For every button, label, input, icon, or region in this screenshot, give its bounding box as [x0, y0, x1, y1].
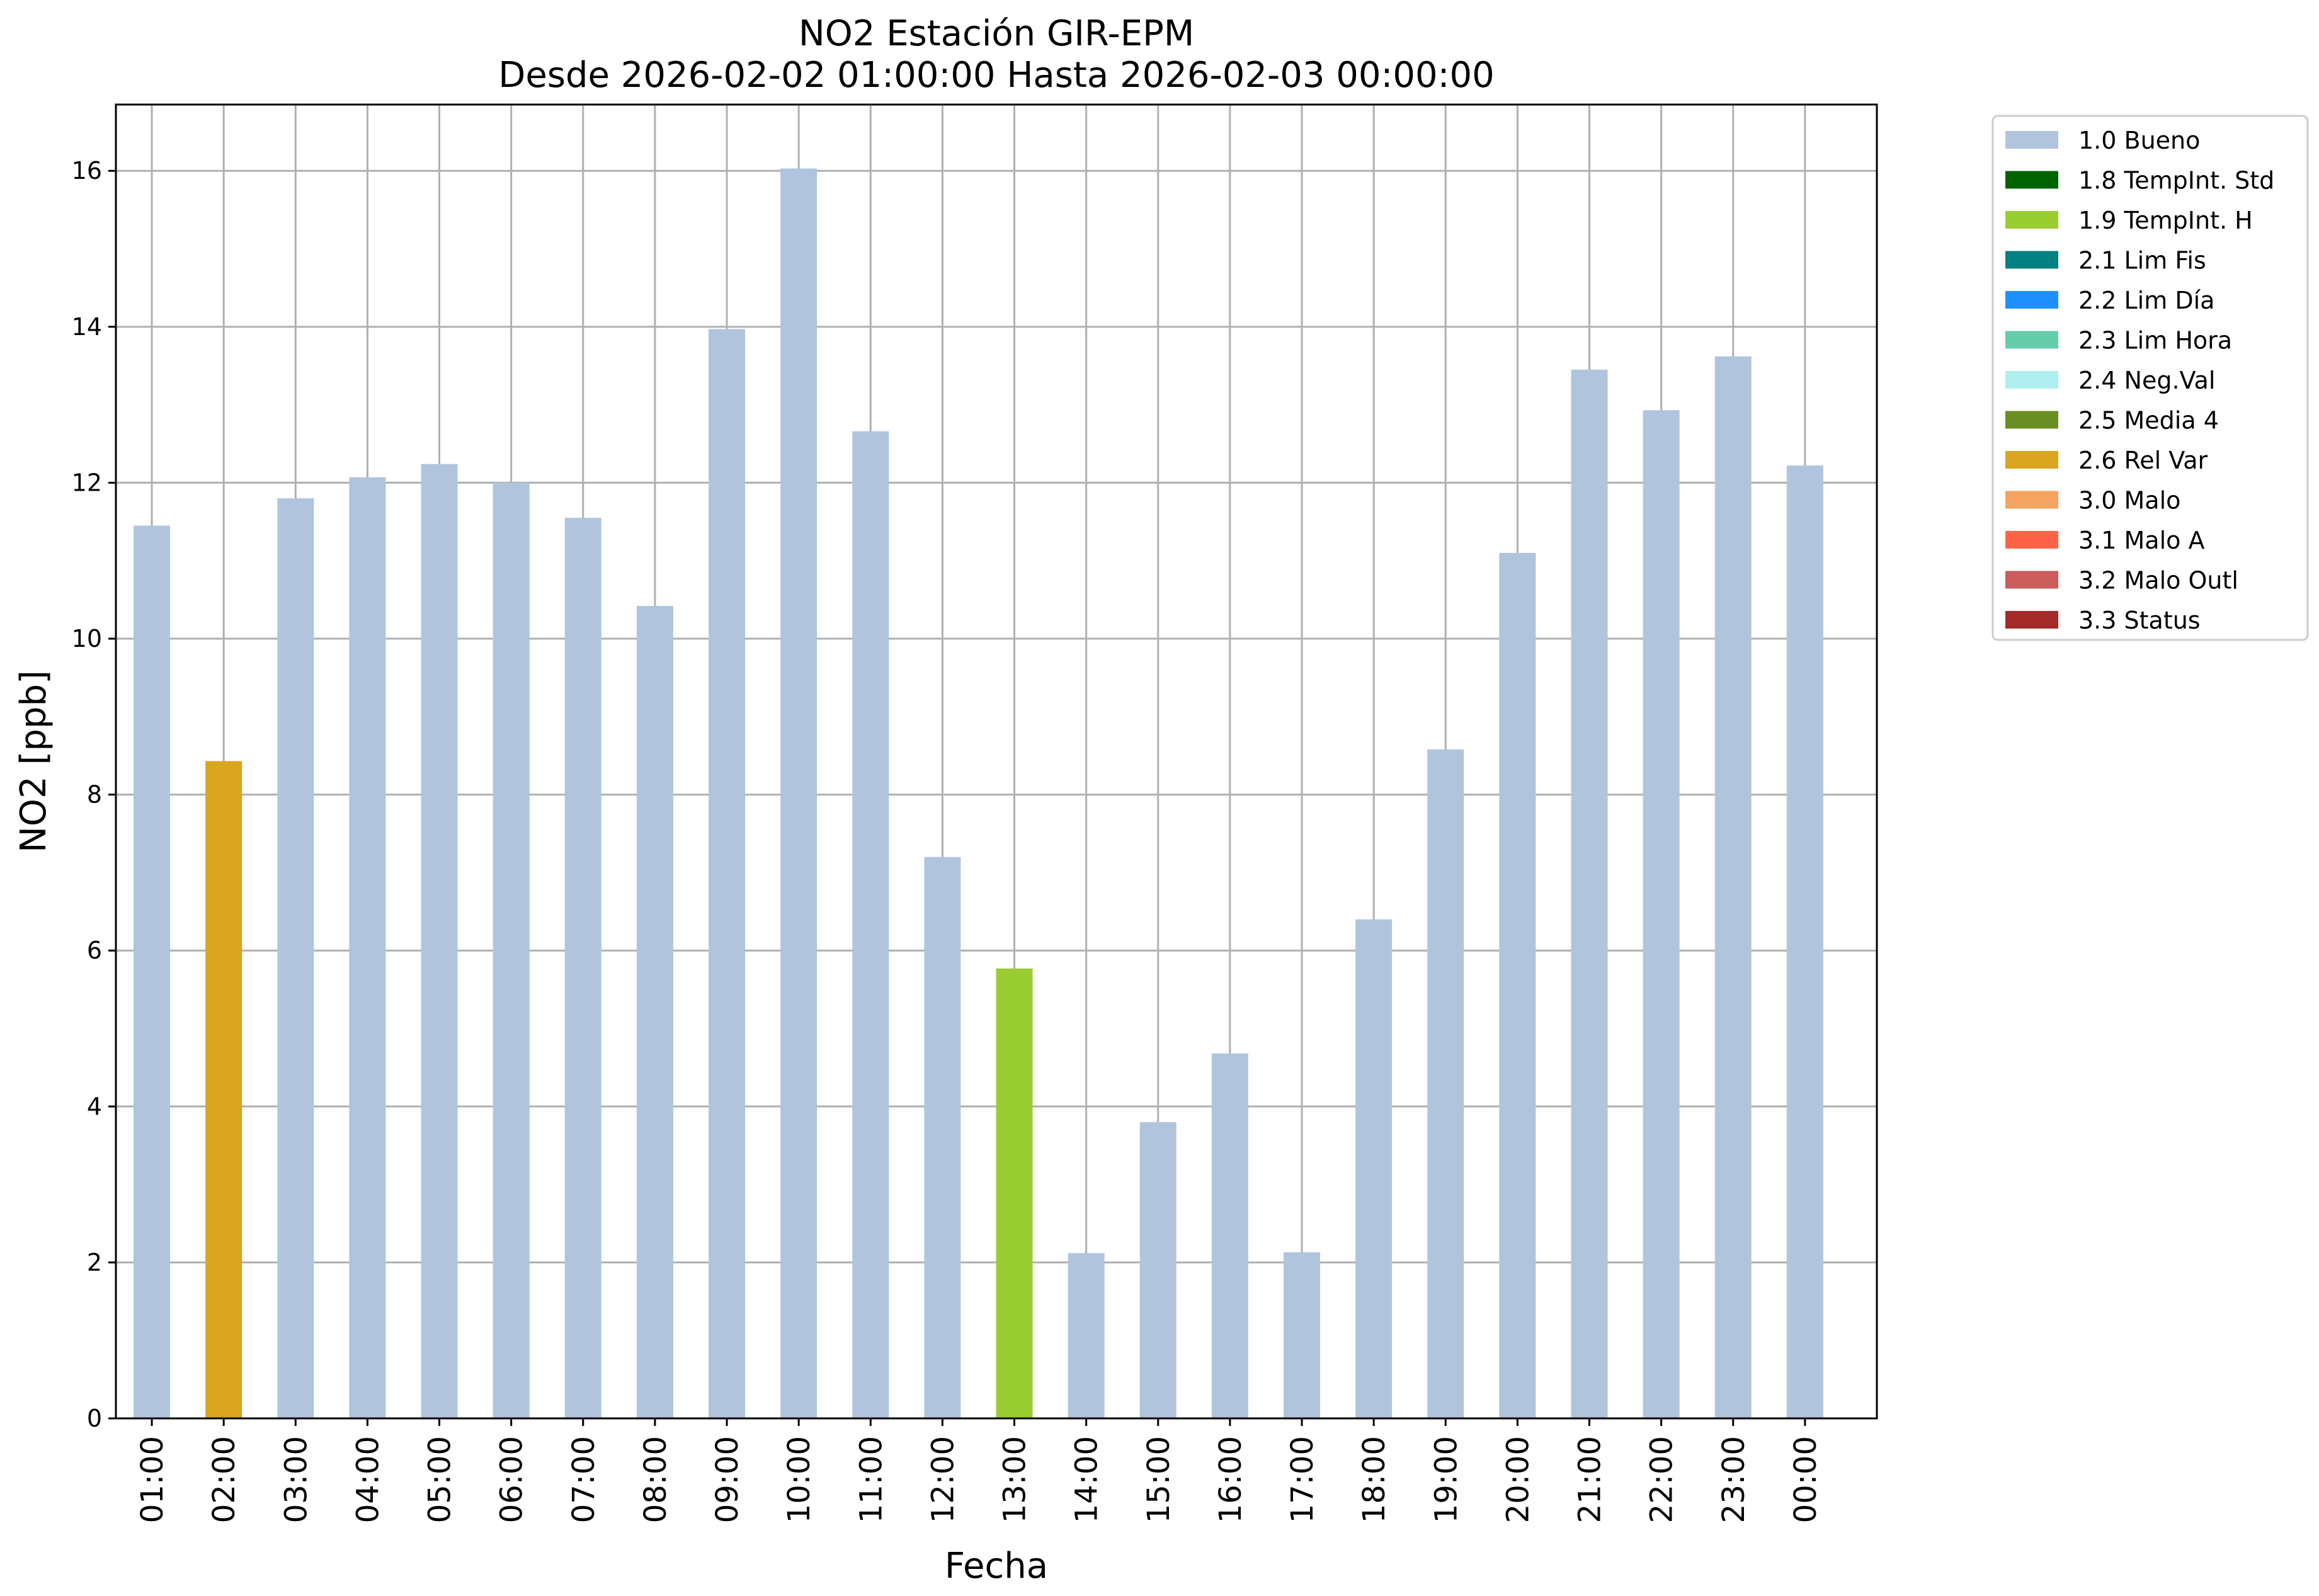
legend-swatch [2005, 411, 2058, 429]
y-tick-label: 16 [72, 157, 102, 185]
bar-23:00 [1714, 356, 1752, 1419]
legend-swatch [2005, 131, 2058, 149]
legend-item-label: 2.4 Neg.Val [2078, 367, 2215, 394]
plot-frame [115, 103, 1878, 1420]
bar-10:00 [780, 168, 818, 1418]
x-tick-label: 14:00 [1069, 1436, 1105, 1523]
bar-09:00 [709, 329, 746, 1419]
bar-17:00 [1284, 1252, 1321, 1418]
x-tick-label: 05:00 [423, 1436, 458, 1523]
x-tick-label: 18:00 [1357, 1436, 1392, 1523]
legend: 1.0 Bueno 1.8 TempInt. Std 1.9 TempInt. H 2… [1991, 115, 2309, 641]
y-tick-label: 10 [72, 625, 102, 653]
bar-21:00 [1571, 369, 1608, 1418]
legend-frame [1991, 115, 2309, 641]
bar-12:00 [924, 857, 961, 1418]
legend-swatch [2005, 211, 2058, 229]
bar-16:00 [1211, 1053, 1248, 1418]
chart-title: NO2 Estación GIR-EPM [799, 13, 1194, 54]
bar-04:00 [349, 477, 386, 1418]
legend-item-label: 1.9 TempInt. H [2078, 207, 2253, 234]
x-tick-label: 04:00 [350, 1436, 385, 1523]
x-tick-label: 22:00 [1644, 1436, 1680, 1523]
x-tick-label: 19:00 [1428, 1436, 1464, 1523]
x-tick-label: 17:00 [1285, 1436, 1320, 1523]
bars [134, 168, 1823, 1419]
x-axis-ticks: 01:00 02:00 03:00 04:00 05:00 06:00 07:00 08:00… [135, 1418, 1823, 1523]
legend-swatch [2005, 571, 2058, 589]
bar-19:00 [1427, 749, 1464, 1418]
x-tick-label: 00:00 [1788, 1436, 1823, 1523]
legend-item-label: 2.3 Lim Hora [2078, 327, 2232, 355]
legend-item-label: 3.2 Malo Outl [2078, 567, 2238, 595]
x-tick-label: 08:00 [638, 1436, 673, 1523]
legend-swatch [2005, 491, 2058, 509]
x-tick-label: 15:00 [1141, 1436, 1177, 1523]
legend-swatch [2005, 611, 2058, 629]
bar-08:00 [636, 606, 673, 1419]
bar-20:00 [1499, 552, 1536, 1418]
bar-01:00 [134, 525, 171, 1418]
bar-03:00 [277, 498, 314, 1418]
x-tick-label: 16:00 [1213, 1436, 1248, 1523]
bar-22:00 [1643, 410, 1680, 1418]
legend-item-label: 3.3 Status [2078, 607, 2201, 634]
legend-swatch [2005, 331, 2058, 349]
x-tick-label: 12:00 [925, 1436, 960, 1523]
legend-swatch [2005, 371, 2058, 389]
bar-14:00 [1068, 1253, 1105, 1418]
y-tick-label: 6 [87, 937, 102, 964]
x-tick-label: 06:00 [494, 1436, 530, 1523]
bar-13:00 [996, 968, 1033, 1418]
x-tick-label: 03:00 [278, 1436, 314, 1523]
bar-11:00 [852, 431, 889, 1418]
x-tick-label: 20:00 [1500, 1436, 1536, 1523]
x-axis-label: Fecha [945, 1546, 1048, 1587]
legend-item-label: 3.1 Malo A [2078, 527, 2204, 554]
legend-item-label: 2.1 Lim Fis [2078, 247, 2206, 275]
legend-item-label: 1.8 TempInt. Std [2078, 167, 2274, 195]
y-tick-label: 14 [72, 313, 102, 341]
legend-item-label: 2.5 Media 4 [2078, 407, 2219, 435]
legend-swatch [2005, 291, 2058, 309]
bar-05:00 [421, 464, 458, 1419]
y-tick-label: 12 [72, 469, 102, 496]
y-tick-label: 2 [87, 1248, 102, 1276]
legend-item-label: 1.0 Bueno [2078, 127, 2200, 154]
x-tick-label: 11:00 [853, 1436, 889, 1523]
x-tick-label: 23:00 [1716, 1436, 1752, 1523]
legend-item-label: 2.6 Rel Var [2078, 447, 2208, 474]
y-axis-ticks: 0 2 4 6 8 10 12 14 16 [72, 157, 116, 1432]
bar-15:00 [1139, 1122, 1177, 1418]
legend-item-label: 2.2 Lim Día [2078, 287, 2214, 314]
x-tick-label: 01:00 [135, 1436, 170, 1523]
legend-item-label: 3.0 Malo [2078, 487, 2180, 515]
bar-02:00 [205, 761, 242, 1418]
bar-07:00 [564, 518, 601, 1418]
y-tick-label: 8 [87, 781, 102, 809]
bar-18:00 [1355, 919, 1393, 1418]
legend-swatch [2005, 251, 2058, 269]
x-tick-label: 21:00 [1573, 1436, 1608, 1523]
x-tick-label: 10:00 [782, 1436, 817, 1523]
legend-swatch [2005, 171, 2058, 189]
x-tick-label: 09:00 [710, 1436, 745, 1523]
bar-06:00 [493, 482, 530, 1418]
legend-swatch [2005, 531, 2058, 549]
y-tick-label: 0 [87, 1405, 102, 1432]
x-tick-label: 13:00 [998, 1436, 1033, 1523]
x-tick-label: 02:00 [207, 1436, 242, 1523]
bar-00:00 [1786, 465, 1823, 1418]
chart-subtitle: Desde 2026-02-02 01:00:00 Hasta 2026-02-… [498, 55, 1495, 96]
x-tick-label: 07:00 [566, 1436, 601, 1523]
y-axis-label: NO2 [ppb] [13, 670, 54, 853]
legend-swatch [2005, 451, 2058, 469]
y-tick-label: 4 [87, 1093, 102, 1120]
